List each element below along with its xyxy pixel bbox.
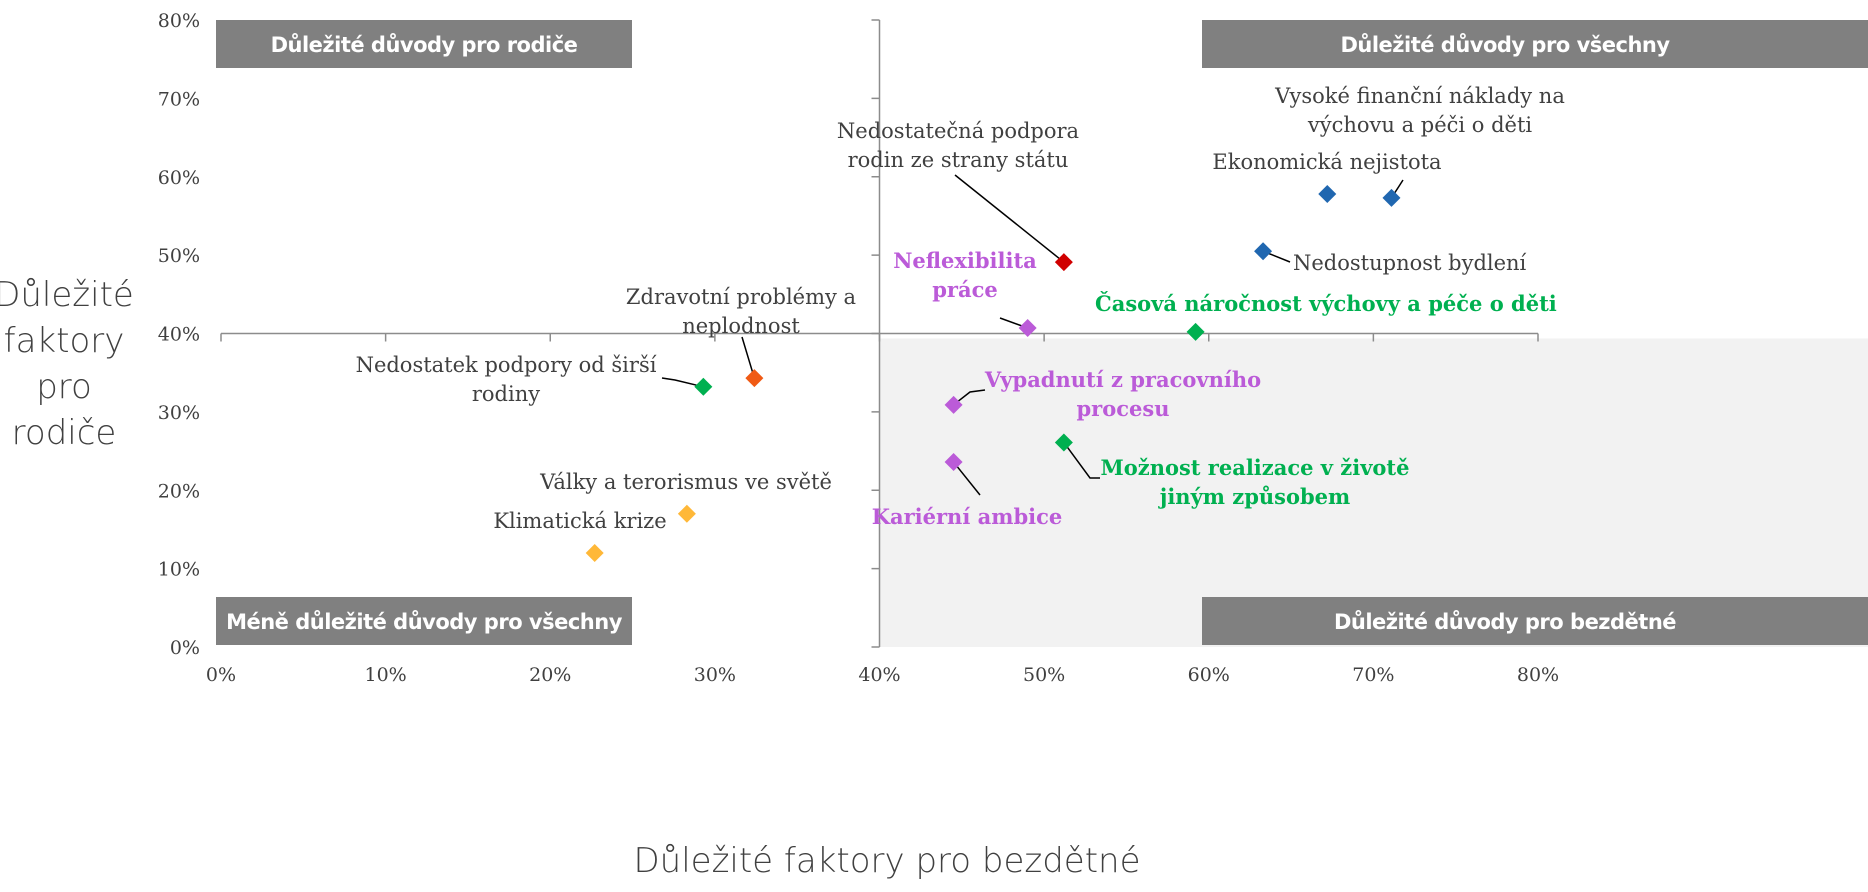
x-tick-label: 10%: [365, 664, 407, 686]
y-axis-title: rodiče: [12, 413, 117, 453]
point: [1186, 322, 1205, 341]
point: [745, 369, 764, 388]
quadrant-label: Důležité důvody pro bezdětné: [1334, 610, 1676, 634]
point-label: Vypadnutí z pracovního: [984, 367, 1261, 392]
point-label: rodiny: [472, 382, 540, 406]
point-label: Zdravotní problémy a: [626, 285, 856, 309]
leader-line: [952, 461, 981, 496]
leader-line: [954, 174, 1065, 263]
point: [1054, 433, 1073, 452]
point-label: neplodnost: [682, 314, 800, 338]
point-label: procesu: [1077, 396, 1170, 421]
quadrant-label: Důležité důvody pro rodiče: [271, 33, 578, 57]
point-label: Nedostatek podpory od širší: [356, 353, 657, 377]
x-tick-label: 50%: [1023, 664, 1065, 686]
y-axis-title: Důležité: [0, 275, 134, 315]
y-tick-label: 0%: [170, 637, 200, 659]
y-axis-title: faktory: [4, 321, 125, 361]
point: [694, 377, 713, 396]
y-tick-label: 50%: [158, 245, 200, 267]
x-tick-label: 0%: [206, 664, 236, 686]
point-label: Vysoké finanční náklady na: [1274, 84, 1565, 108]
x-tick-label: 30%: [694, 664, 736, 686]
y-tick-label: 20%: [158, 480, 200, 502]
point-label: výchovu a péči o děti: [1307, 113, 1533, 137]
x-axis-title: Důležité faktory pro bezdětné: [633, 841, 1140, 881]
x-tick-label: 20%: [529, 664, 571, 686]
leader-line: [953, 389, 986, 406]
y-tick-label: 80%: [158, 10, 200, 32]
point: [677, 504, 696, 523]
quadrant-label: Méně důležité důvody pro všechny: [226, 610, 623, 634]
x-tick-label: 40%: [858, 664, 900, 686]
point-label: práce: [932, 277, 998, 302]
quadrant-box: [216, 20, 632, 68]
point: [944, 453, 963, 472]
point: [1382, 188, 1401, 207]
y-tick-label: 30%: [158, 402, 200, 424]
point-label: Nedostatečná podpora: [837, 119, 1079, 143]
point-label: Nedostupnost bydlení: [1293, 251, 1527, 275]
y-tick-label: 60%: [158, 167, 200, 189]
y-tick-label: 40%: [158, 324, 200, 346]
point: [585, 543, 604, 562]
leader-line: [1063, 441, 1100, 479]
point-label: Kariérní ambice: [872, 504, 1063, 529]
point: [1018, 319, 1037, 338]
point-label: Klimatická krize: [493, 509, 666, 533]
y-tick-label: 70%: [158, 88, 200, 110]
point-label: Války a terorismus ve světě: [539, 470, 832, 494]
quadrant-shade: [879, 338, 1868, 647]
quadrant-box: [1202, 20, 1868, 68]
point-label: Ekonomická nejistota: [1212, 150, 1441, 174]
leader-line: [661, 377, 704, 388]
x-tick-label: 60%: [1188, 664, 1230, 686]
point-label: Neflexibilita: [893, 248, 1037, 273]
point-label: jiným způsobem: [1158, 484, 1351, 509]
quadrant-label: Důležité důvody pro všechny: [1340, 33, 1670, 57]
y-tick-label: 10%: [158, 559, 200, 581]
point: [1254, 242, 1273, 261]
point-label: rodin ze strany státu: [848, 148, 1069, 172]
point-label: Možnost realizace v životě: [1101, 455, 1410, 480]
y-axis-title: pro: [36, 367, 92, 407]
quadrant-box: [216, 597, 632, 645]
point: [1054, 253, 1073, 272]
point-label: Časová náročnost výchovy a péče o děti: [1095, 291, 1557, 316]
quadrant-box: [1202, 597, 1868, 645]
point: [944, 395, 963, 414]
x-tick-label: 80%: [1517, 664, 1559, 686]
x-tick-label: 70%: [1352, 664, 1394, 686]
point: [1318, 184, 1337, 203]
